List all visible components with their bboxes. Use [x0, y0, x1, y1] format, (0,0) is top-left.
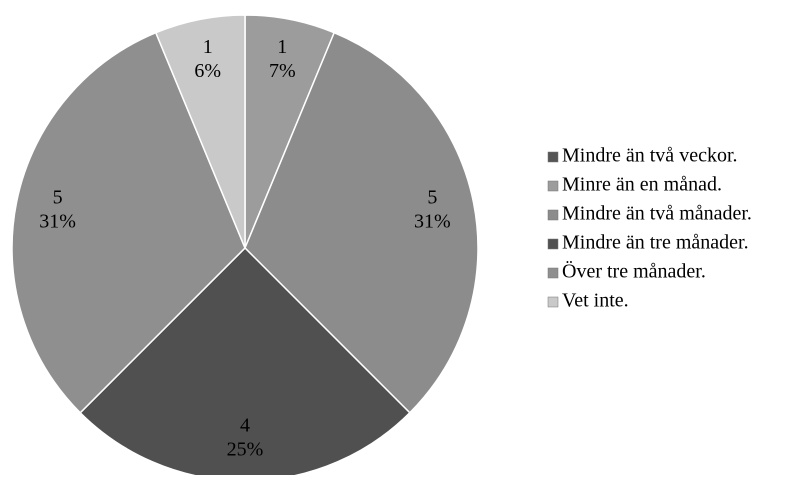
slice-value-label: 1 [203, 36, 213, 58]
slice-percent-label: 25% [227, 439, 264, 461]
slice-value-label: 4 [240, 415, 250, 437]
legend-label: Minre än en månad. [562, 174, 722, 196]
legend-marker [547, 267, 559, 279]
slice-percent-label: 6% [194, 60, 221, 82]
slice-value-label: 1 [277, 36, 287, 58]
legend-label: Över tre månader. [562, 260, 706, 283]
legend-marker [547, 209, 559, 221]
legend-marker [547, 238, 559, 250]
legend-label: Mindre än två månader. [562, 203, 752, 225]
legend-marker [547, 180, 559, 192]
pie-slice [79, 246, 411, 480]
legend-marker [547, 151, 559, 163]
pie-slice [244, 31, 479, 414]
legend-marker [547, 296, 559, 308]
slice-percent-label: 31% [414, 210, 451, 232]
legend-label: Mindre än två veckor. [562, 145, 738, 167]
pie-slice [154, 14, 246, 249]
legend-label: Vet inte. [562, 290, 629, 312]
legend-label: Mindre än tre månader. [562, 232, 749, 254]
pie-slice [11, 31, 246, 414]
slice-percent-label: 7% [269, 60, 296, 82]
slice-value-label: 5 [53, 186, 63, 208]
slice-value-label: 5 [427, 186, 437, 208]
slice-percent-label: 31% [39, 210, 76, 232]
